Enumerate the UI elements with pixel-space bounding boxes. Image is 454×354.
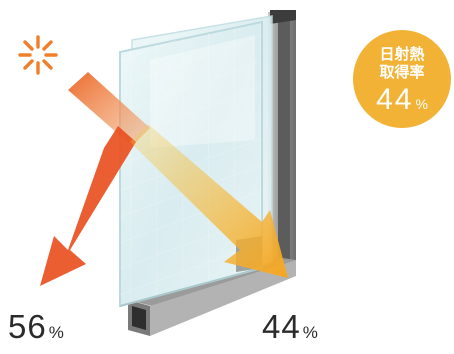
- incoming-solar-arrow: [68, 72, 150, 146]
- transmitted-heat-arrow: [130, 124, 288, 278]
- badge-value-number: 44: [376, 83, 414, 116]
- window-unit: [119, 10, 296, 336]
- badge-value-unit: %: [415, 96, 428, 112]
- transmitted-percentage-value: 44: [262, 308, 301, 345]
- transmitted-percentage-label: 44%: [262, 308, 318, 346]
- badge-title-line2: 取得率: [379, 64, 425, 81]
- badge-title-line1: 日射熱: [379, 46, 425, 63]
- reflected-heat-arrow: [40, 126, 136, 286]
- sun-icon: [18, 35, 58, 75]
- solar-heat-gain-badge: 日射熱 取得率 44%: [353, 30, 451, 128]
- transmitted-percentage-unit: %: [302, 323, 318, 342]
- badge-value: 44%: [353, 83, 451, 117]
- blocked-percentage-value: 56: [8, 308, 47, 345]
- blocked-percentage-label: 56%: [8, 308, 64, 346]
- blocked-percentage-unit: %: [48, 323, 64, 342]
